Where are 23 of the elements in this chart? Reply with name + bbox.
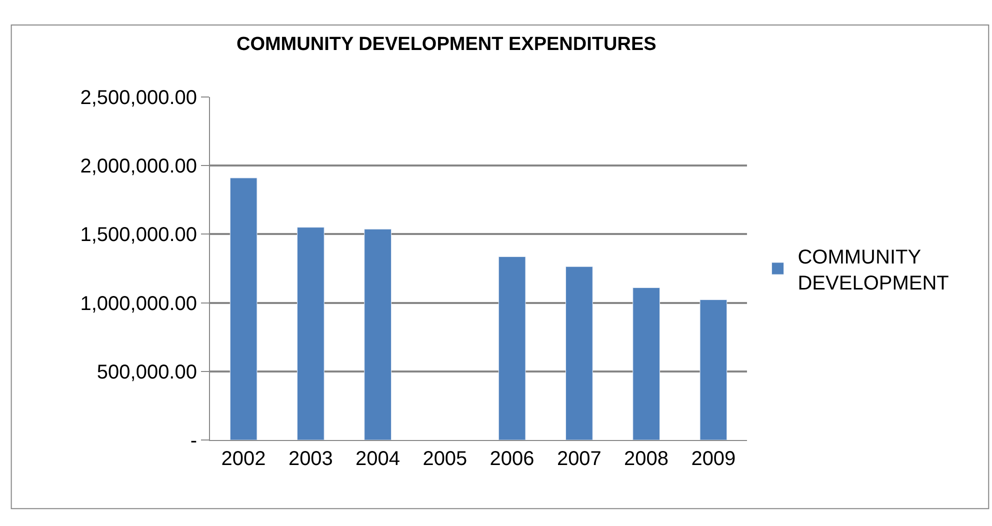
- x-tick-label: 2005: [422, 448, 468, 470]
- y-tick-label: 2,500,000.00: [80, 87, 197, 109]
- x-tick-label: 2007: [556, 448, 602, 470]
- x-tick-label: 2002: [221, 448, 266, 470]
- bar: [632, 287, 660, 440]
- bar: [364, 228, 392, 440]
- chart-title: COMMUNITY DEVELOPMENT EXPENDITURES: [236, 34, 656, 56]
- x-tick-label: 2006: [490, 448, 534, 470]
- y-tick-label: 1,000,000.00: [80, 292, 197, 315]
- x-tick-label: 2004: [356, 448, 400, 470]
- x-tick-label: 2003: [288, 448, 333, 470]
- bar: [566, 266, 593, 440]
- y-tick-label: 1,500,000.00: [80, 224, 197, 246]
- bar: [297, 227, 324, 440]
- bar: [498, 256, 526, 440]
- y-tick-label: 500,000.00: [96, 361, 197, 384]
- y-tick-label: 2,000,000.00: [80, 156, 197, 178]
- y-tick-label: -: [190, 430, 197, 452]
- legend-label: COMMUNITY DEVELOPMENT: [798, 246, 949, 294]
- bar: [700, 300, 728, 440]
- bar: [230, 178, 258, 440]
- x-tick-label: 2009: [691, 448, 736, 470]
- x-tick-label: 2008: [624, 448, 669, 470]
